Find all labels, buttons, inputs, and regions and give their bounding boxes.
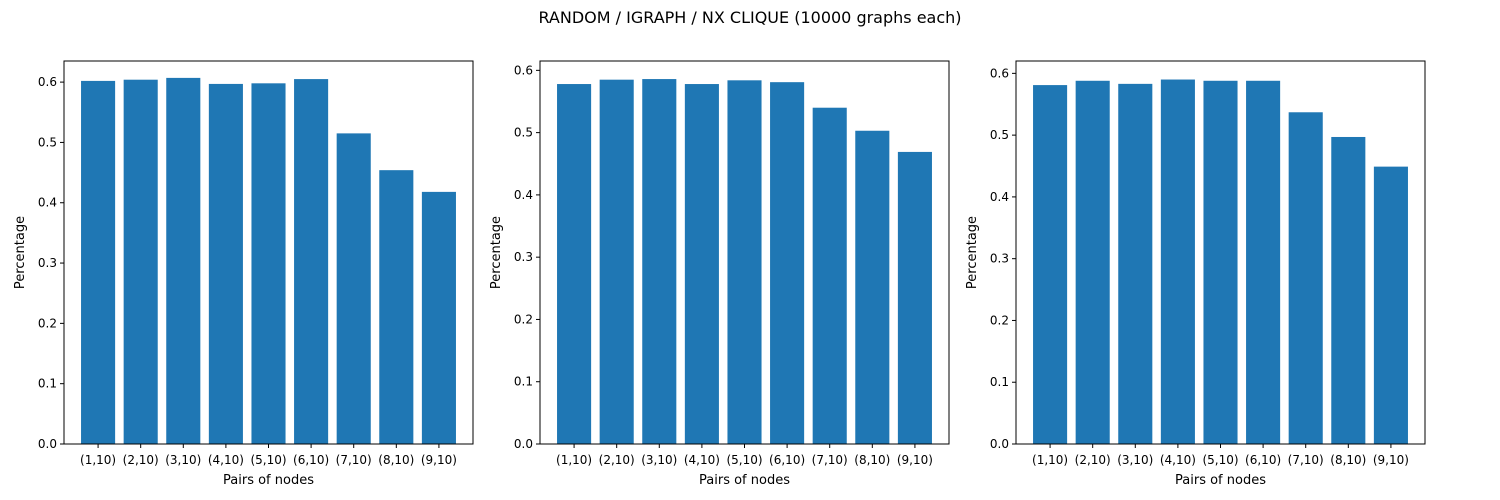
x-tick-label: (4,10) bbox=[684, 453, 720, 467]
y-tick-label: 0.2 bbox=[514, 312, 533, 326]
x-tick-label: (3,10) bbox=[1117, 453, 1153, 467]
x-tick-label: (7,10) bbox=[1288, 453, 1324, 467]
chart-panel-1: 0.0 0.1 0.2 0.3 0.4 0.5 0.6 (1,10) (2,10) (3,10) (… bbox=[13, 60, 474, 488]
x-tick-label: (5,10) bbox=[1202, 453, 1238, 467]
bar-2-6 bbox=[770, 82, 805, 445]
bar-2-3 bbox=[642, 79, 677, 444]
chart-panel-2: 0.0 0.1 0.2 0.3 0.4 0.5 0.6 (1,10) (2,10) (3,10) (… bbox=[489, 60, 950, 488]
x-axis-label: Pairs of nodes bbox=[223, 473, 314, 488]
x-axis-label: Pairs of nodes bbox=[699, 473, 790, 488]
y-tick-label: 0.5 bbox=[990, 128, 1009, 142]
x-tick-label: (7,10) bbox=[812, 453, 848, 467]
y-tick-label: 0.1 bbox=[514, 375, 533, 389]
x-tick-label: (5,10) bbox=[250, 453, 286, 467]
x-tick-label: (9,10) bbox=[421, 453, 457, 467]
y-tick-label: 0.1 bbox=[38, 377, 57, 391]
y-tick-label: 0.4 bbox=[38, 196, 57, 210]
y-tick-label: 0.5 bbox=[38, 135, 57, 149]
y-tick-label: 0.6 bbox=[38, 75, 57, 89]
bar-2-1 bbox=[557, 84, 592, 444]
x-tick-label: (1,10) bbox=[1032, 453, 1068, 467]
bar-1-2 bbox=[123, 79, 158, 444]
bar-2-9 bbox=[897, 151, 932, 445]
x-tick-label: (2,10) bbox=[123, 453, 159, 467]
bar-1-1 bbox=[81, 80, 116, 445]
y-tick-label: 0.1 bbox=[990, 375, 1009, 389]
y-tick-label: 0.3 bbox=[38, 256, 57, 270]
bar-3-5 bbox=[1203, 80, 1238, 445]
y-tick-label: 0.2 bbox=[990, 313, 1009, 327]
x-tick-label: (6,10) bbox=[293, 453, 329, 467]
bar-3-2 bbox=[1075, 80, 1110, 445]
bar-3-8 bbox=[1331, 136, 1366, 445]
y-tick-label: 0.3 bbox=[990, 252, 1009, 266]
y-axis-label: Percentage bbox=[489, 216, 504, 289]
y-tick-label: 0.0 bbox=[38, 437, 57, 451]
x-tick-label: (4,10) bbox=[208, 453, 244, 467]
y-tick-label: 0.6 bbox=[990, 66, 1009, 80]
bar-3-4 bbox=[1160, 79, 1195, 444]
chart-panel-3: 0.0 0.1 0.2 0.3 0.4 0.5 0.6 (1,10) (2,10) (3,10) (… bbox=[965, 60, 1426, 488]
bar-2-5 bbox=[727, 80, 762, 444]
x-tick-label: (4,10) bbox=[1160, 453, 1196, 467]
x-axis-label: Pairs of nodes bbox=[1175, 473, 1266, 488]
x-tick-label: (3,10) bbox=[165, 453, 201, 467]
bar-3-9 bbox=[1373, 166, 1408, 444]
bar-1-6 bbox=[294, 79, 329, 444]
y-tick-label: 0.2 bbox=[38, 316, 57, 330]
x-tick-label: (1,10) bbox=[80, 453, 116, 467]
x-tick-label: (8,10) bbox=[854, 453, 890, 467]
y-tick-label: 0.6 bbox=[514, 63, 533, 77]
y-axis-label: Percentage bbox=[13, 216, 28, 289]
bar-2-4 bbox=[684, 84, 719, 444]
y-axis-label: Percentage bbox=[965, 216, 980, 289]
bar-1-5 bbox=[251, 83, 286, 444]
bar-1-8 bbox=[379, 170, 414, 445]
y-tick-label: 0.4 bbox=[514, 188, 533, 202]
bar-1-4 bbox=[208, 83, 243, 445]
x-tick-label: (9,10) bbox=[1373, 453, 1409, 467]
y-tick-label: 0.4 bbox=[990, 190, 1009, 204]
x-tick-label: (6,10) bbox=[1245, 453, 1281, 467]
y-tick-label: 0.5 bbox=[514, 126, 533, 140]
bar-2-2 bbox=[599, 79, 634, 445]
bar-3-3 bbox=[1118, 83, 1153, 445]
bar-3-1 bbox=[1033, 85, 1068, 444]
y-tick-label: 0.0 bbox=[514, 437, 533, 451]
x-tick-label: (1,10) bbox=[556, 453, 592, 467]
bar-2-7 bbox=[812, 107, 847, 445]
bar-1-7 bbox=[336, 133, 371, 444]
y-tick-label: 0.3 bbox=[514, 250, 533, 264]
figure-title: RANDOM / IGRAPH / NX CLIQUE (10000 graph… bbox=[538, 8, 962, 27]
x-tick-label: (9,10) bbox=[897, 453, 933, 467]
x-tick-label: (5,10) bbox=[726, 453, 762, 467]
y-tick-label: 0.0 bbox=[990, 437, 1009, 451]
x-tick-label: (2,10) bbox=[1075, 453, 1111, 467]
x-tick-label: (3,10) bbox=[641, 453, 677, 467]
x-tick-label: (7,10) bbox=[336, 453, 372, 467]
bar-3-6 bbox=[1246, 80, 1281, 445]
x-tick-label: (6,10) bbox=[769, 453, 805, 467]
x-tick-label: (8,10) bbox=[378, 453, 414, 467]
x-tick-label: (8,10) bbox=[1330, 453, 1366, 467]
x-tick-label: (2,10) bbox=[599, 453, 635, 467]
bar-2-8 bbox=[855, 130, 890, 444]
bar-1-3 bbox=[166, 77, 201, 444]
bar-1-9 bbox=[421, 191, 456, 444]
bar-3-7 bbox=[1288, 112, 1323, 445]
